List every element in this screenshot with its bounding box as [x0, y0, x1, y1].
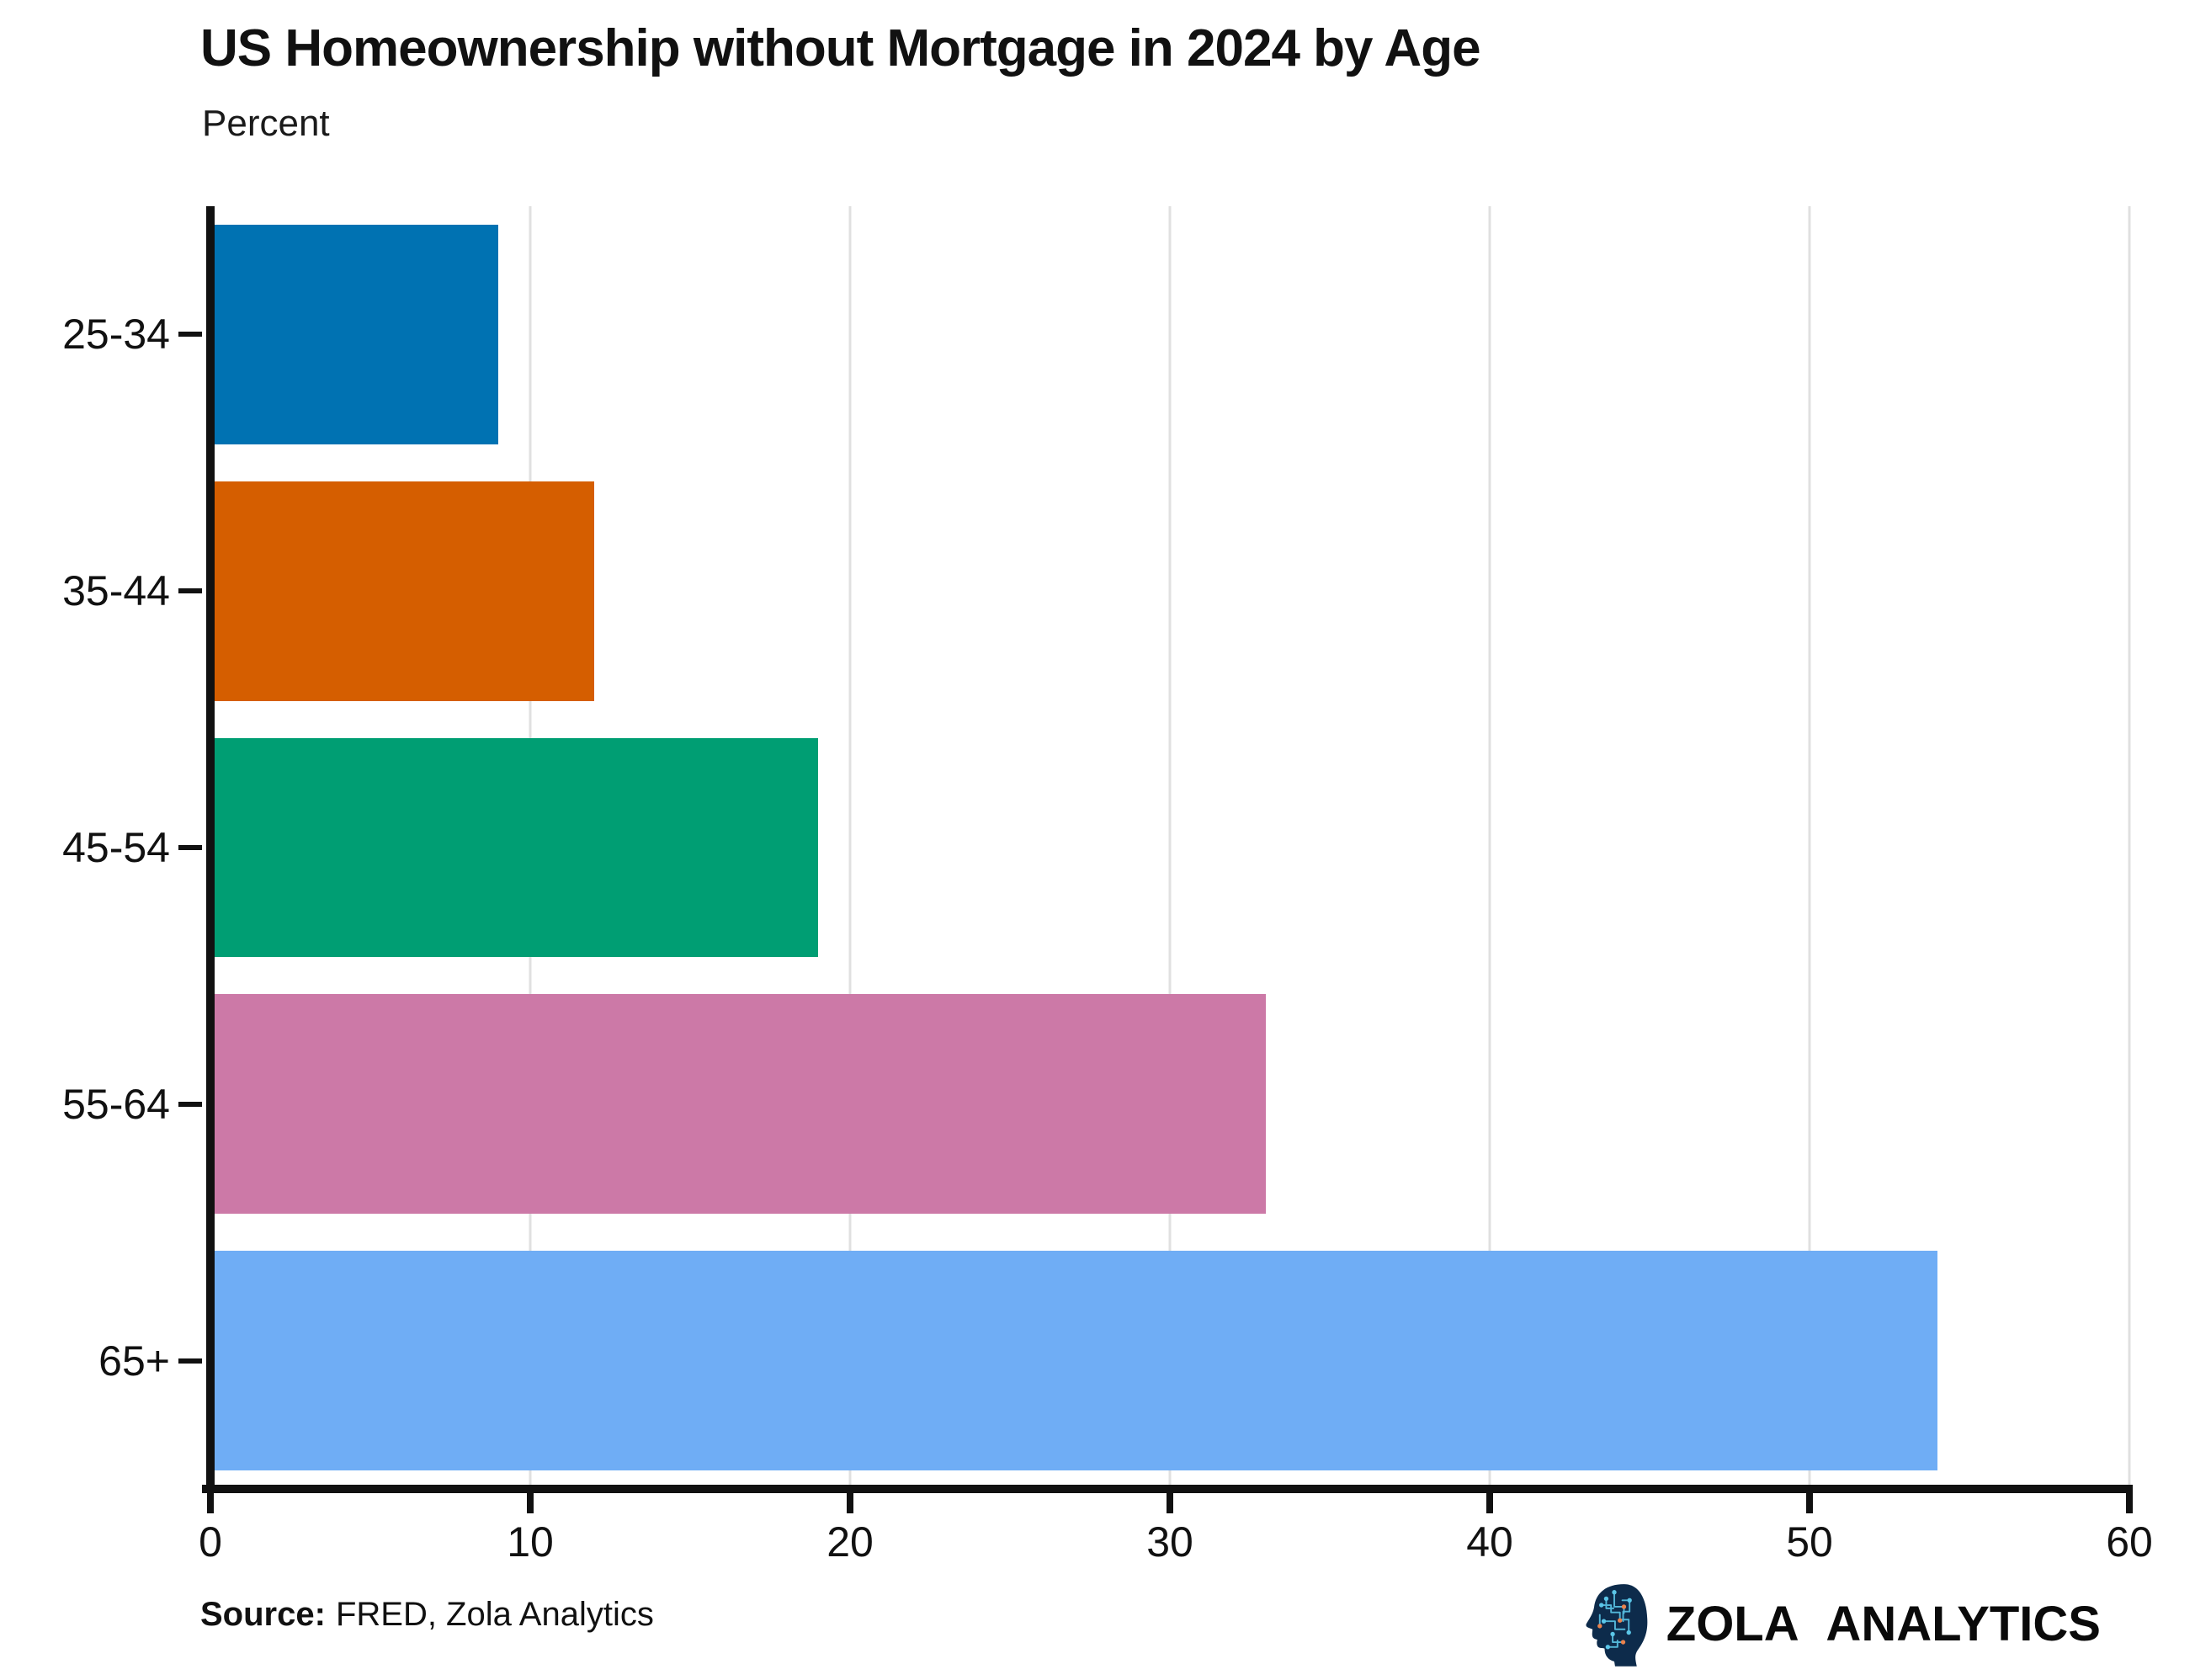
- y-axis-tick-25-34: [178, 332, 202, 338]
- chart-title: US Homeownership without Mortgage in 202…: [200, 19, 1481, 77]
- x-axis-tick-label-10: 10: [507, 1518, 554, 1566]
- plot-area: 0 10 20 30 40 50 60 25-34 35-44 45-54 55-64 65+: [62, 206, 2153, 1563]
- x-axis-tick-60: [2126, 1493, 2133, 1513]
- brand-name: ZOLA ANALYTICS: [1666, 1597, 2101, 1651]
- x-axis-tick-10: [527, 1493, 534, 1513]
- y-axis-tick-label-55-64: 55-64: [62, 1080, 170, 1128]
- y-axis-tick-45-54: [178, 845, 202, 850]
- brand-logo: ZOLA ANALYTICS: [1577, 1582, 2101, 1667]
- bar-45-54: [210, 737, 818, 958]
- bar-55-64: [210, 994, 1266, 1215]
- gridline-x-40: [1488, 206, 1491, 1489]
- x-axis-tick-label-30: 30: [1146, 1518, 1193, 1566]
- gridline-x-20: [848, 206, 852, 1489]
- y-axis-tick-label-25-34: 25-34: [62, 311, 170, 359]
- y-axis-tick-55-64: [178, 1101, 202, 1107]
- gridline-x-50: [1808, 206, 1811, 1489]
- y-axis-tick-65+: [178, 1358, 202, 1364]
- y-axis-spine: [206, 206, 215, 1493]
- gridline-x-60: [2128, 206, 2131, 1489]
- y-axis-tick-label-45-54: 45-54: [62, 824, 170, 871]
- source-text: FRED, Zola Analytics: [335, 1596, 654, 1633]
- bar-65+: [210, 1251, 1937, 1471]
- x-axis-tick-label-50: 50: [1786, 1518, 1833, 1566]
- x-axis-tick-50: [1806, 1493, 1813, 1513]
- y-axis-unit-label: Percent: [202, 103, 330, 144]
- x-axis-tick-label-20: 20: [826, 1518, 874, 1566]
- brain-circuit-head-icon: [1586, 1584, 1648, 1667]
- x-axis-tick-label-0: 0: [199, 1518, 222, 1566]
- source-line: Source: FRED, Zola Analytics: [200, 1596, 654, 1634]
- bar-25-34: [210, 224, 498, 444]
- x-axis-tick-label-40: 40: [1466, 1518, 1513, 1566]
- x-axis-tick-30: [1167, 1493, 1173, 1513]
- y-axis-tick-label-35-44: 35-44: [62, 567, 170, 615]
- y-axis-tick-label-65+: 65+: [98, 1337, 170, 1385]
- x-axis-spine: [202, 1485, 2133, 1493]
- source-label: Source:: [200, 1596, 326, 1633]
- bar-35-44: [210, 481, 594, 701]
- gridline-x-30: [1168, 206, 1172, 1489]
- x-axis-tick-0: [207, 1493, 214, 1513]
- x-axis-tick-label-60: 60: [2106, 1518, 2153, 1566]
- x-axis-tick-20: [847, 1493, 853, 1513]
- y-axis-tick-35-44: [178, 588, 202, 594]
- x-axis-tick-40: [1486, 1493, 1493, 1513]
